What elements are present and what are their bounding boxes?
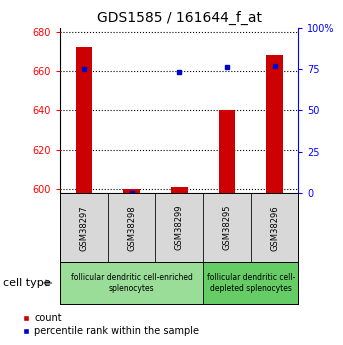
Text: follicular dendritic cell-enriched
splenocytes: follicular dendritic cell-enriched splen… <box>71 273 192 293</box>
Bar <box>203 262 298 304</box>
Text: GSM38297: GSM38297 <box>79 205 88 250</box>
Text: cell type: cell type <box>3 278 51 288</box>
Legend: count, percentile rank within the sample: count, percentile rank within the sample <box>19 309 203 340</box>
Text: GSM38296: GSM38296 <box>270 205 279 250</box>
Bar <box>171 187 188 345</box>
Bar <box>218 110 235 345</box>
Text: GSM38295: GSM38295 <box>222 205 232 250</box>
Bar <box>251 193 298 262</box>
Text: GSM38299: GSM38299 <box>175 205 184 250</box>
Bar <box>155 193 203 262</box>
Bar <box>266 55 283 345</box>
Bar <box>108 193 155 262</box>
Text: GSM38298: GSM38298 <box>127 205 136 250</box>
Bar <box>60 193 108 262</box>
Bar <box>60 262 203 304</box>
Text: follicular dendritic cell-
depleted splenocytes: follicular dendritic cell- depleted sple… <box>206 273 295 293</box>
Bar <box>203 193 251 262</box>
Bar <box>123 189 140 345</box>
Title: GDS1585 / 161644_f_at: GDS1585 / 161644_f_at <box>97 11 262 25</box>
Bar <box>75 47 92 345</box>
